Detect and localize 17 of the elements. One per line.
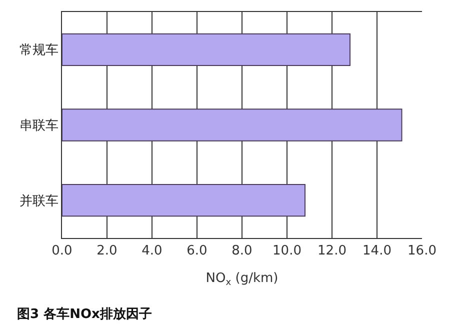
caption: 图3 各车NOx排放因子	[17, 306, 152, 322]
x-tick-label: 2.0	[96, 244, 118, 259]
bar	[62, 184, 306, 217]
x-tick-label: 6.0	[186, 244, 208, 259]
x-axis-title: NO$_{x}$ (g/km)	[206, 271, 278, 288]
x-tick-label: 10.0	[272, 244, 302, 259]
y-tick-label: 常规车	[19, 43, 58, 58]
x-tick-label: 0.0	[52, 244, 72, 259]
x-tick-label: 4.0	[142, 244, 162, 259]
bar	[62, 33, 350, 66]
y-tick-label: 并联车	[19, 194, 58, 209]
y-tick-label: 串联车	[19, 118, 58, 134]
x-tick-label: 12.0	[318, 244, 346, 259]
x-tick-label: 14.0	[362, 244, 392, 259]
x-tick-label: 16.0	[408, 244, 436, 259]
x-tick-label: 8.0	[232, 244, 252, 259]
bar	[62, 108, 402, 142]
